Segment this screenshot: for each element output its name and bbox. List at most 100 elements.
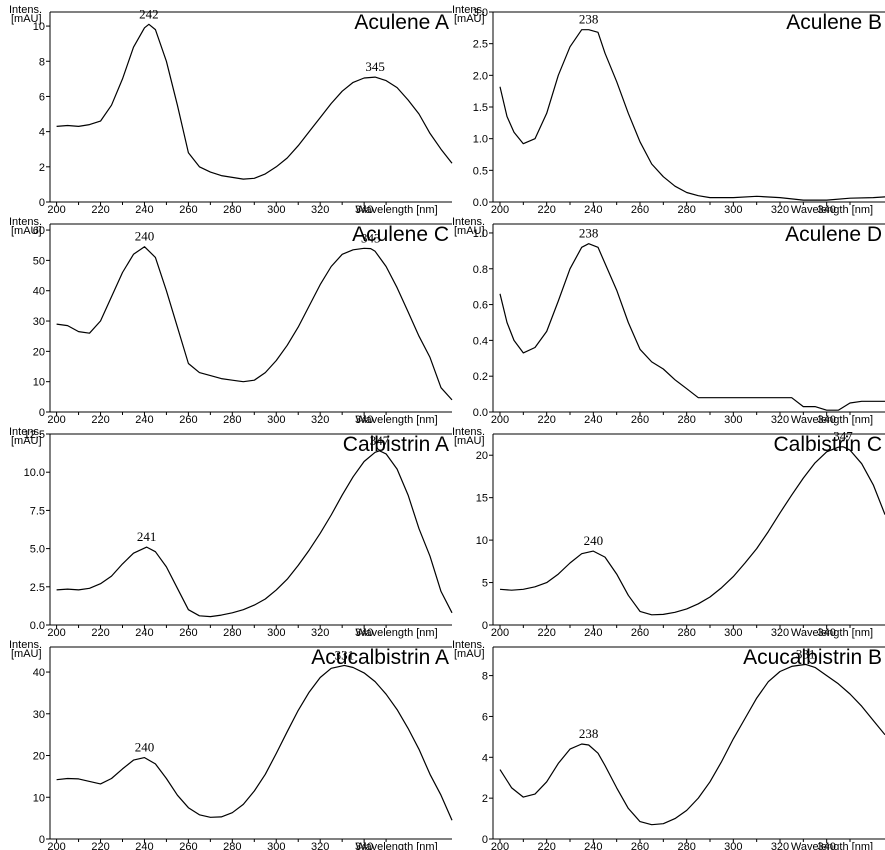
y-tick-label: 3.0 [473, 7, 488, 19]
x-axis-label: Wavelength [nm] [791, 414, 873, 426]
peak-label: 347 [833, 429, 853, 444]
x-tick-label: 320 [771, 414, 789, 426]
peak-label: 345 [365, 59, 385, 74]
x-tick-label: 200 [47, 414, 65, 426]
y-tick-label: 0.0 [30, 620, 45, 632]
y-tick-label: 0 [39, 197, 45, 209]
x-tick-label: 280 [677, 204, 695, 216]
y-axis-label-line2: [mAU] [454, 13, 485, 25]
y-tick-label: 1.0 [473, 134, 488, 146]
y-tick-label: 10.0 [24, 467, 45, 479]
x-tick-label: 340 [355, 841, 373, 850]
y-tick-label: 0.2 [473, 371, 488, 383]
x-tick-label: 280 [223, 627, 241, 639]
y-tick-label: 1.0 [473, 228, 488, 240]
peak-label: 240 [584, 533, 604, 548]
peak-label: 240 [135, 229, 155, 244]
x-tick-label: 280 [677, 841, 695, 850]
peak-label: 343 [361, 231, 381, 246]
x-tick-label: 280 [223, 414, 241, 426]
y-tick-label: 10 [33, 377, 45, 389]
spectrum-panel: 0 10 20 30 40 200 220 240 260 280 300 320 340 Intens.… [9, 639, 453, 850]
x-tick-label: 260 [631, 204, 649, 216]
y-tick-label: 40 [33, 286, 45, 298]
peak-label: 347 [370, 433, 390, 448]
chart-title: Aculene D [785, 223, 882, 246]
y-tick-label: 5.0 [30, 544, 45, 556]
x-tick-label: 300 [267, 841, 285, 850]
x-tick-label: 300 [267, 204, 285, 216]
x-tick-label: 240 [135, 414, 153, 426]
x-axis-label: Wavelength [nm] [356, 627, 438, 639]
y-axis-label-line2: [mAU] [11, 225, 42, 237]
peak-label: 241 [137, 529, 157, 544]
y-axis-label-line2: [mAU] [454, 648, 485, 660]
spectrum-panel: 0.0 2.5 5.0 7.5 10.0 12.5 200 220 240 260 280 300 32… [9, 426, 453, 639]
y-tick-label: 5 [482, 578, 488, 590]
y-axis-label-line2: [mAU] [11, 435, 42, 447]
spectrum-line [499, 29, 885, 201]
y-axis-label-line1: Intens. [9, 639, 42, 651]
x-tick-label: 260 [179, 414, 197, 426]
y-tick-label: 20 [476, 450, 488, 462]
spectrum-line [499, 243, 885, 411]
chart-title: Calbistrin C [773, 433, 882, 456]
x-tick-label: 340 [355, 627, 373, 639]
x-tick-label: 260 [631, 414, 649, 426]
x-tick-label: 320 [311, 414, 329, 426]
y-tick-label: 2.5 [30, 582, 45, 594]
y-tick-label: 15 [476, 493, 488, 505]
x-tick-label: 280 [223, 841, 241, 850]
y-axis-label-line1: Intens. [452, 639, 485, 651]
spectrum-panel: 0 2 4 6 8 200 220 240 260 280 300 320 340 Intens.[mAU… [452, 639, 885, 850]
x-tick-label: 240 [135, 841, 153, 850]
y-tick-label: 20 [33, 346, 45, 358]
peak-label: 331 [335, 647, 355, 662]
x-tick-label: 200 [491, 841, 509, 850]
x-tick-label: 320 [771, 204, 789, 216]
x-tick-label: 300 [724, 204, 742, 216]
x-tick-label: 220 [91, 414, 109, 426]
x-tick-label: 220 [91, 204, 109, 216]
x-tick-label: 220 [537, 414, 555, 426]
y-axis-label-line2: [mAU] [454, 435, 485, 447]
y-tick-label: 0 [482, 620, 488, 632]
y-axis-label-line1: Intens. [9, 4, 42, 16]
y-tick-label: 2.0 [473, 70, 488, 82]
y-tick-label: 10 [33, 21, 45, 33]
x-tick-label: 340 [355, 414, 373, 426]
chart-title: Acucalbistrin B [743, 646, 882, 669]
spectrum-panel: 0 5 10 15 20 200 220 240 260 280 300 320 340 Intens.[… [452, 426, 885, 639]
chart-title: Aculene C [352, 223, 449, 246]
y-tick-label: 2.5 [473, 39, 488, 51]
x-tick-label: 200 [491, 414, 509, 426]
y-tick-label: 6 [39, 91, 45, 103]
x-tick-label: 340 [355, 204, 373, 216]
x-tick-label: 320 [771, 627, 789, 639]
peak-label: 238 [579, 12, 599, 27]
chart-title: Calbistrin A [343, 433, 449, 456]
y-tick-label: 0.6 [473, 300, 488, 312]
y-tick-label: 60 [33, 225, 45, 237]
y-tick-label: 4 [482, 752, 488, 764]
peak-label: 238 [579, 726, 599, 741]
x-tick-label: 300 [724, 841, 742, 850]
spectrum-panel: 0.0 0.2 0.4 0.6 0.8 1.0 200 220 240 260 280 300 320 3… [452, 216, 885, 426]
x-tick-label: 280 [677, 627, 695, 639]
y-axis-label-line2: [mAU] [11, 648, 42, 660]
y-tick-label: 2 [39, 162, 45, 174]
spectrum-line [56, 664, 453, 821]
x-tick-label: 300 [724, 414, 742, 426]
x-tick-label: 280 [223, 204, 241, 216]
spectrum-line [499, 446, 885, 616]
y-tick-label: 50 [33, 255, 45, 267]
y-tick-label: 6 [482, 711, 488, 723]
y-tick-label: 0 [39, 834, 45, 846]
y-tick-label: 20 [33, 751, 45, 763]
x-tick-label: 280 [677, 414, 695, 426]
x-tick-label: 220 [91, 627, 109, 639]
spectrum-line [56, 450, 453, 618]
y-axis-label-line1: Intens. [452, 216, 485, 228]
x-tick-label: 240 [584, 414, 602, 426]
